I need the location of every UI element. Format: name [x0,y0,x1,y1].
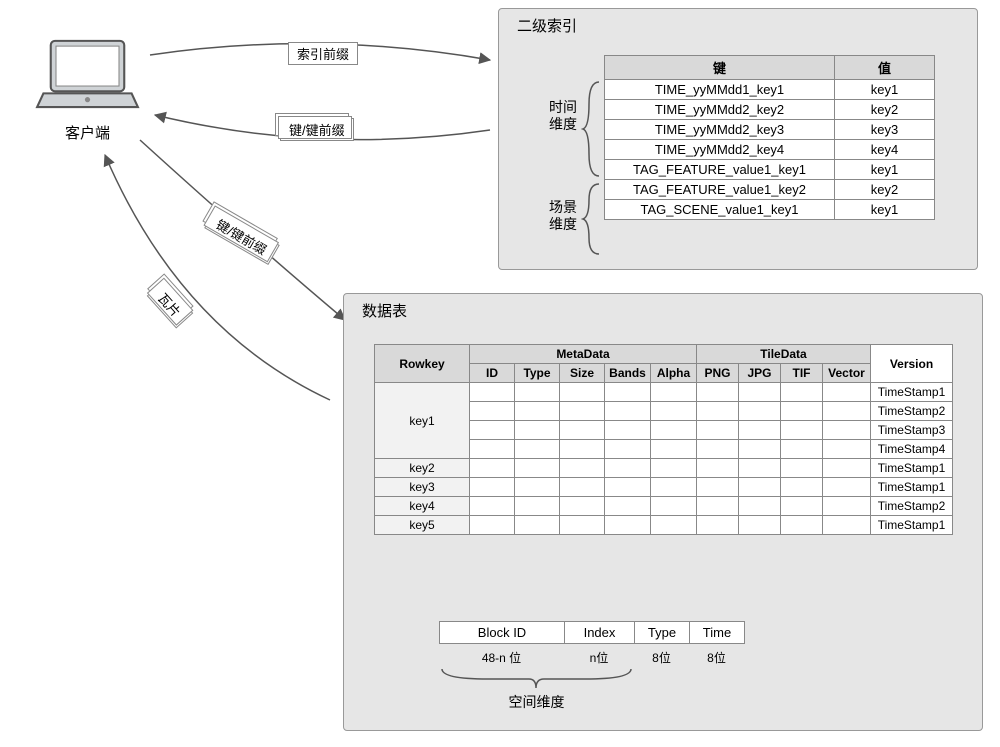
data-panel: 数据表 Rowkey MetaData TileData Version IDT… [343,293,983,731]
cap-blockid: 48-n 位 [439,649,564,666]
dt-rowkey: Rowkey [375,345,470,383]
cap-type: 8位 [634,649,689,666]
index-panel-title: 二级索引 [517,15,577,36]
spatial-label: 空间维度 [439,692,634,712]
dt-tiledata: TileData [697,345,871,364]
brace-time [581,79,603,179]
data-panel-title: 数据表 [362,300,407,321]
idx-col-key: 键 [605,56,835,80]
side-label-time: 时间 维度 [549,99,577,133]
cap-time: 8位 [689,649,744,666]
idx-col-val: 值 [835,56,935,80]
arrow-label-2: 键/键前缀 [280,118,354,141]
rowkey-breakdown: Block ID Index Type Time [439,621,745,644]
dt-metadata: MetaData [470,345,697,364]
brace-spatial [439,666,634,692]
side-label-scene: 场景 维度 [549,199,577,233]
index-table: 键 值 TIME_yyMMdd1_key1key1 TIME_yyMMdd2_k… [604,55,935,220]
data-table: Rowkey MetaData TileData Version IDTypeS… [374,344,953,535]
index-panel: 二级索引 时间 维度 场景 维度 键 值 TIME_yyMMdd1_key1ke… [498,8,978,270]
cap-index: n位 [564,649,634,666]
dt-version: Version [871,345,953,383]
brace-scene [581,181,603,257]
arrow-label-1: 索引前缀 [288,42,358,65]
